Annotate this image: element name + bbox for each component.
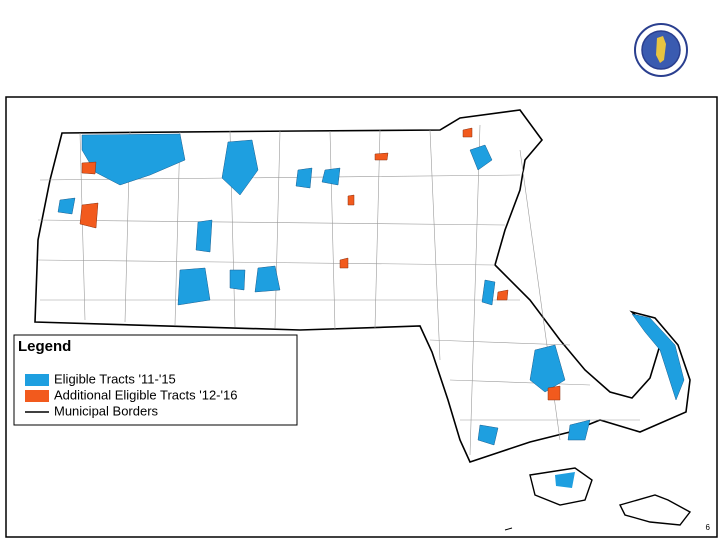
legend-swatch: [25, 374, 49, 386]
legend: Legend Eligible Tracts '11-'15Additional…: [13, 334, 298, 426]
legend-title: Legend: [18, 338, 71, 355]
state-seal: [634, 23, 688, 77]
legend-label: Municipal Borders: [54, 403, 159, 418]
legend-box: [13, 334, 298, 426]
page-number: 6: [706, 523, 711, 532]
map: [34, 109, 692, 531]
legend-label: Additional Eligible Tracts '12-'16: [54, 387, 237, 402]
legend-swatch: [25, 390, 49, 402]
legend-label: Eligible Tracts '11-'15: [54, 371, 176, 386]
